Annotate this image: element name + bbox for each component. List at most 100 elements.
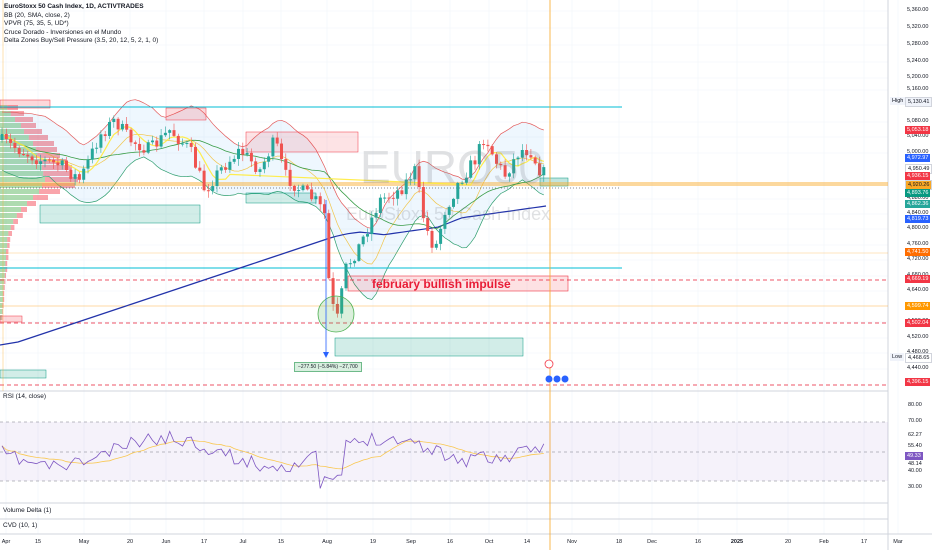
- sell-zone[interactable]: [0, 99, 51, 109]
- candle[interactable]: [426, 218, 430, 231]
- candle[interactable]: [452, 198, 455, 207]
- candle[interactable]: [503, 165, 507, 177]
- candle[interactable]: [34, 160, 38, 165]
- candle[interactable]: [331, 278, 335, 304]
- candle[interactable]: [241, 148, 245, 155]
- alert-icon[interactable]: [544, 359, 554, 369]
- candle[interactable]: [400, 190, 404, 195]
- buy-zone[interactable]: [0, 369, 47, 379]
- candle[interactable]: [391, 197, 395, 199]
- candle[interactable]: [39, 161, 43, 165]
- candle[interactable]: [520, 150, 524, 158]
- candle[interactable]: [538, 163, 541, 176]
- candle[interactable]: [456, 182, 460, 199]
- candle[interactable]: [516, 157, 520, 160]
- candle[interactable]: [469, 160, 473, 178]
- candle[interactable]: [409, 179, 412, 181]
- candle[interactable]: [73, 174, 77, 179]
- candlestick-series[interactable]: [0, 115, 546, 319]
- volume-delta-label[interactable]: Volume Delta (1): [3, 507, 52, 514]
- candle[interactable]: [477, 144, 481, 165]
- sell-zone[interactable]: [245, 131, 359, 153]
- candle[interactable]: [318, 196, 322, 205]
- candle[interactable]: [86, 159, 90, 169]
- candle[interactable]: [310, 189, 314, 200]
- candle[interactable]: [473, 160, 477, 165]
- candle[interactable]: [447, 206, 451, 215]
- candle[interactable]: [387, 197, 391, 199]
- candle[interactable]: [176, 135, 180, 144]
- candle[interactable]: [99, 134, 103, 148]
- candle[interactable]: [17, 148, 21, 155]
- candle[interactable]: [151, 140, 154, 143]
- candle[interactable]: [280, 143, 283, 160]
- candle[interactable]: [366, 234, 369, 237]
- event-icon[interactable]: [545, 375, 553, 383]
- rsi-label[interactable]: RSI (14, close): [3, 393, 46, 400]
- candle[interactable]: [194, 146, 197, 168]
- annotation-text[interactable]: february bullish impulse: [372, 277, 511, 291]
- candle[interactable]: [103, 134, 107, 136]
- candle[interactable]: [181, 143, 185, 145]
- candle[interactable]: [413, 166, 417, 180]
- candle[interactable]: [434, 243, 438, 248]
- candle[interactable]: [198, 167, 202, 171]
- indicator-vpvr[interactable]: VPVR (75, 35, 5, UD*): [4, 20, 69, 27]
- candle[interactable]: [348, 263, 352, 265]
- candle[interactable]: [542, 167, 546, 176]
- candle[interactable]: [129, 129, 133, 143]
- candle[interactable]: [525, 150, 529, 156]
- candle[interactable]: [138, 143, 142, 151]
- symbol-title[interactable]: EuroStoxx 50 Cash Index, 1D, ACTIVTRADES: [4, 3, 144, 10]
- candle[interactable]: [22, 154, 25, 156]
- candle[interactable]: [168, 130, 172, 133]
- candle[interactable]: [383, 197, 387, 199]
- candle[interactable]: [370, 217, 374, 235]
- candle[interactable]: [77, 174, 81, 180]
- candle[interactable]: [215, 170, 219, 187]
- candle[interactable]: [499, 163, 503, 166]
- candle[interactable]: [353, 260, 357, 264]
- indicator-golden-cross[interactable]: Cruce Dorado - Inversiones en el Mundo: [4, 28, 122, 36]
- buy-zone[interactable]: [39, 204, 201, 224]
- candle[interactable]: [133, 142, 137, 144]
- candle[interactable]: [327, 213, 331, 279]
- candle[interactable]: [52, 159, 56, 163]
- event-icon[interactable]: [561, 375, 569, 383]
- candle[interactable]: [237, 148, 240, 159]
- candle[interactable]: [189, 143, 193, 147]
- candle[interactable]: [116, 118, 120, 130]
- candle[interactable]: [202, 170, 206, 191]
- buy-zone[interactable]: [334, 337, 524, 357]
- candle[interactable]: [82, 168, 86, 180]
- candle[interactable]: [305, 185, 309, 190]
- candle[interactable]: [172, 130, 176, 136]
- cvd-label[interactable]: CVD (10, 1): [3, 522, 38, 529]
- candle[interactable]: [30, 156, 34, 161]
- candle[interactable]: [108, 122, 111, 136]
- candle[interactable]: [26, 154, 30, 157]
- candle[interactable]: [275, 137, 279, 144]
- candle[interactable]: [60, 160, 64, 166]
- candle[interactable]: [206, 190, 210, 192]
- buy-zone[interactable]: [539, 177, 569, 187]
- candle[interactable]: [9, 139, 13, 143]
- candle[interactable]: [47, 159, 51, 161]
- candle[interactable]: [159, 135, 163, 147]
- candle[interactable]: [65, 160, 68, 170]
- candle[interactable]: [284, 159, 288, 170]
- candle[interactable]: [228, 161, 232, 170]
- candle[interactable]: [378, 197, 382, 213]
- candle[interactable]: [314, 196, 318, 200]
- candle[interactable]: [112, 118, 116, 123]
- candle[interactable]: [249, 152, 253, 162]
- candle[interactable]: [335, 303, 339, 314]
- candle[interactable]: [245, 152, 249, 155]
- candle[interactable]: [185, 143, 189, 145]
- highlight-circle[interactable]: [317, 295, 355, 333]
- candle[interactable]: [439, 228, 443, 244]
- candle[interactable]: [443, 214, 447, 229]
- candle[interactable]: [495, 154, 498, 164]
- candle[interactable]: [271, 137, 275, 157]
